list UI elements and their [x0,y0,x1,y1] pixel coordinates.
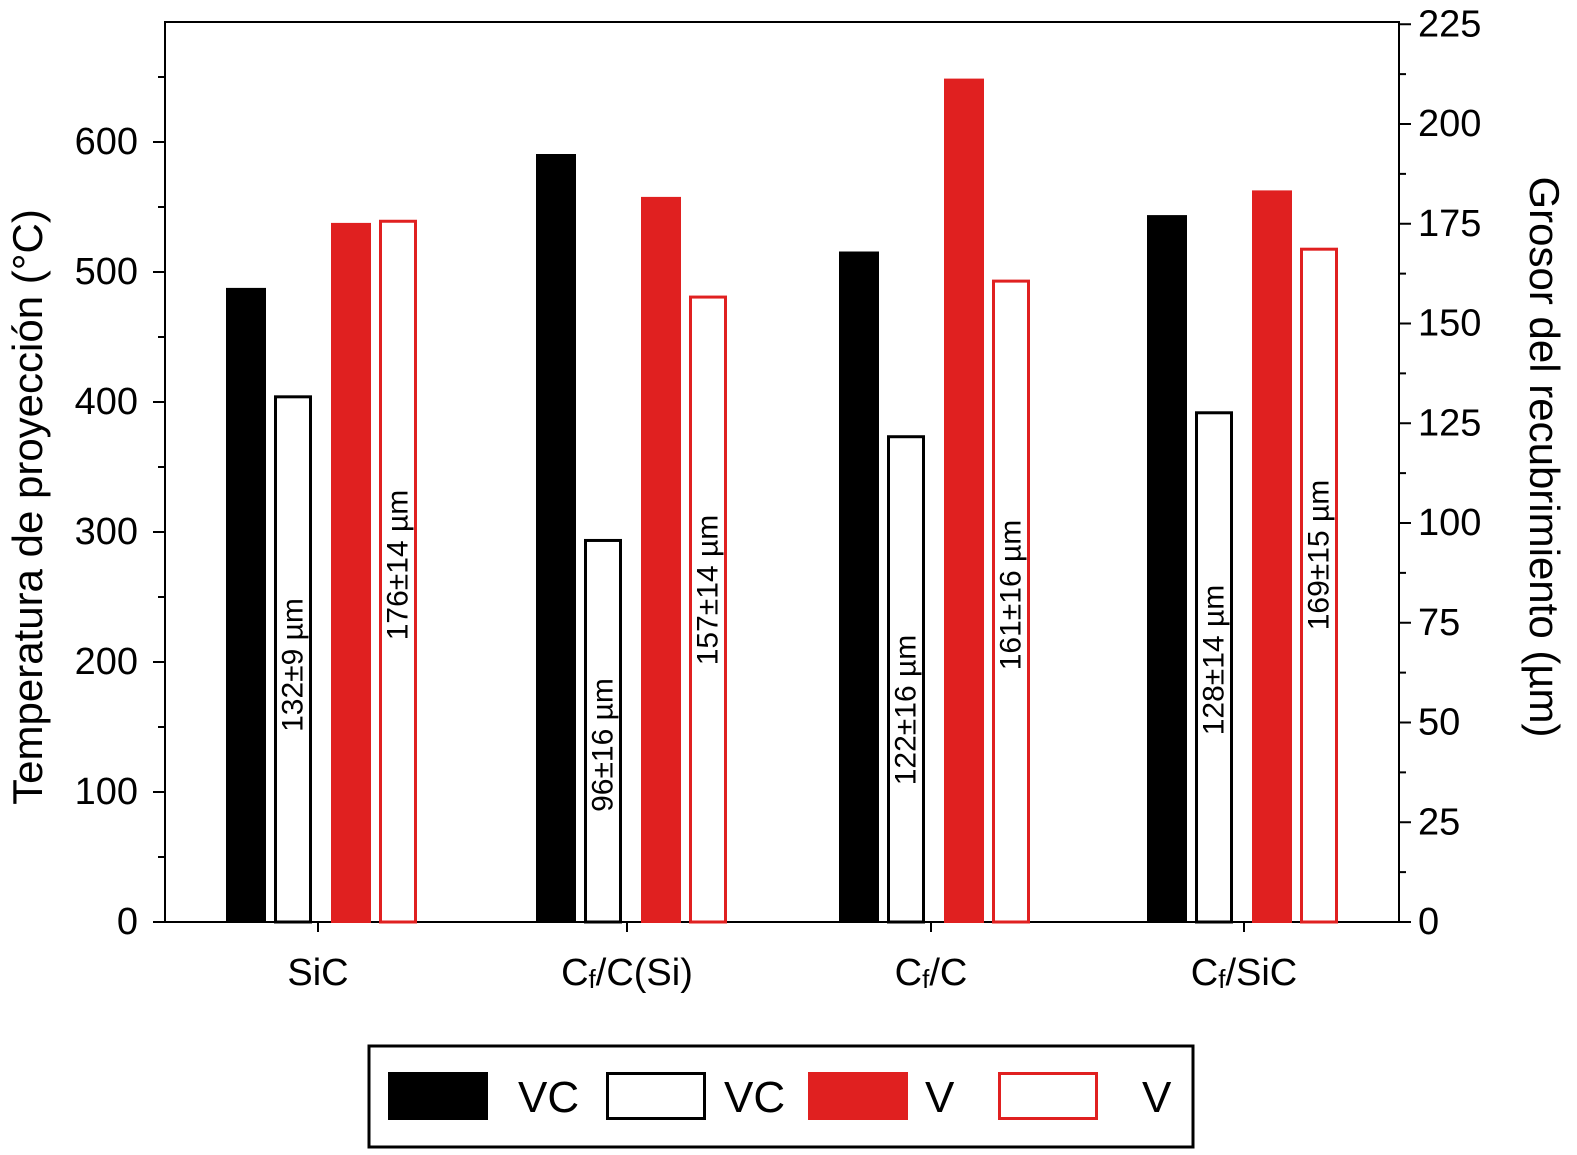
bar-value-label: 96±16 µm [587,678,620,812]
bar-v-filled-3 [1252,190,1292,923]
right-tick-label: 225 [1418,3,1481,45]
bar-v-outline-3 [1300,247,1338,924]
bar-vc-filled-1 [536,154,576,923]
right-tick-label: 0 [1418,901,1439,943]
bar-v-filled-2 [944,78,984,924]
legend-label: VC [724,1073,785,1122]
left-tick-label: 100 [75,771,138,813]
legend-swatch-v-outline [998,1072,1098,1120]
category-label: Cf/SiC [1191,952,1297,994]
bar-vc-outline-2 [887,435,925,924]
left-tick-label: 400 [75,381,138,423]
legend-label: VC [518,1073,579,1122]
legend-label: V [1142,1073,1172,1122]
legend: VC VC V V [367,1044,1195,1149]
bar-value-label: 157±14 µm [692,515,725,666]
right-tick-label: 150 [1418,303,1481,345]
right-y-axis: 0 25 50 75 100 125 150 175 200 225 [1399,3,1481,943]
legend-swatch-vc-outline [606,1072,706,1120]
right-tick-label: 200 [1418,103,1481,145]
legend-swatch-v-filled [808,1072,908,1120]
left-axis-title: Temperatura de proyección (°C) [4,209,51,805]
bar-labels-group: 132±9 µm 96±16 µm 122±16 µm 128±14 µm 176±14… [277,480,1336,812]
left-tick-label: 300 [75,511,138,553]
bar-vc-filled-2 [839,251,879,923]
bar-vc-outline-1 [584,538,622,924]
bar-v-outline-1 [689,295,727,924]
left-tick-label: 200 [75,641,138,683]
bar-v-outline-0 [379,219,417,924]
bar-v-outline-2 [992,279,1030,924]
bar-value-label: 169±15 µm [1303,480,1336,631]
right-tick-label: 50 [1418,702,1460,744]
bar-vc-outline-0 [274,395,312,924]
left-tick-label: 0 [117,901,138,943]
x-axis: SiC Cf/C(Si) Cf/C Cf/SiC [287,922,1297,994]
right-tick-label: 100 [1418,502,1481,544]
right-axis-title: Grosor del recubrimiento (µm) [1521,176,1568,737]
category-label: SiC [287,952,348,994]
category-label: Cf/C(Si) [561,952,693,994]
legend-label: V [925,1073,955,1122]
bars-group [226,78,1338,924]
bar-vc-filled-3 [1147,215,1187,924]
bar-value-label: 176±14 µm [382,490,415,641]
bar-value-label: 161±16 µm [995,520,1028,671]
plot-frame [164,21,1400,923]
bar-v-filled-1 [641,196,681,923]
right-tick-label: 175 [1418,203,1481,245]
right-tick-label: 25 [1418,801,1460,843]
category-label: Cf/C [895,952,968,994]
left-y-axis: 0 100 200 300 400 500 600 [75,76,165,943]
bar-value-label: 132±9 µm [277,598,310,732]
right-tick-label: 75 [1418,602,1460,644]
bar-vc-outline-3 [1195,411,1233,924]
bar-value-label: 128±14 µm [1198,585,1231,736]
bar-value-label: 122±16 µm [890,635,923,786]
right-tick-label: 125 [1418,402,1481,444]
left-tick-label: 500 [75,251,138,293]
legend-swatch-vc-filled [388,1072,488,1120]
bar-vc-filled-0 [226,287,266,923]
left-tick-label: 600 [75,121,138,163]
bar-v-filled-0 [331,222,371,923]
